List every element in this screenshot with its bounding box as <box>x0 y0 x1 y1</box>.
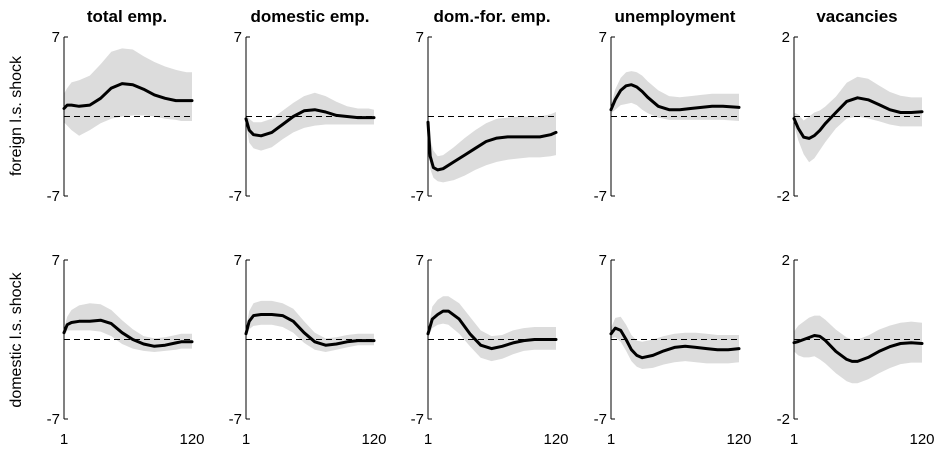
column-title-unemployment: unemployment <box>615 7 736 26</box>
panel-r1-c4-unemployment: 7 -7 <box>594 29 741 205</box>
panel-r1-c1-total-emp: 7 -7 <box>47 29 194 205</box>
row-title-domestic-ls-shock: domestic l.s. shock <box>8 271 25 407</box>
panel-r2-c5-domestic-l-s-shock: 2 -21 120 <box>777 252 935 448</box>
panel-r1-c1-response-line <box>62 82 194 110</box>
panel-r2-c5-x-tick-label-start: 1 <box>790 431 798 448</box>
panel-r2-c5-x-tick-label-end: 120 <box>909 431 934 448</box>
panel-r2-c1-domestic-l-s-shock: 7 -71 120 <box>47 252 205 448</box>
panel-r2-c2-x-tick-label-start: 1 <box>242 431 250 448</box>
panel-r1-c5-y-tick-label-top: 2 <box>782 29 790 46</box>
panel-r2-c4-response-line <box>609 326 741 360</box>
panel-r1-c2-y-tick-label-top: 7 <box>234 29 242 46</box>
panel-r1-c4-y-tick-label-bottom: -7 <box>594 188 607 205</box>
panel-r1-c3-y-tick-label-bottom: -7 <box>411 188 424 205</box>
panel-r1-c1-y-tick-label-bottom: -7 <box>47 188 60 205</box>
panel-r2-c3-y-tick-label-top: 7 <box>416 252 424 269</box>
panel-r1-c5-response-line <box>792 96 924 140</box>
panel-r2-c1-x-tick-label-start: 1 <box>60 431 68 448</box>
row-titles: foreign l.s. shock domestic l.s. shock <box>8 55 25 408</box>
panel-r1-c3-response-line <box>426 120 558 172</box>
panel-r2-c5-y-tick-label-bottom: -2 <box>777 411 790 428</box>
panel-r1-c3-dom-for-emp: 7 -7 <box>411 29 558 205</box>
column-title-total-emp: total emp. <box>87 7 167 26</box>
panel-r2-c1-y-tick-label-top: 7 <box>52 252 60 269</box>
panel-r2-c2-y-tick-label-top: 7 <box>234 252 242 269</box>
panel-r2-c5-response-line <box>792 334 924 363</box>
column-title-dom-for-emp: dom.-for. emp. <box>433 7 550 26</box>
panel-r2-c3-response-line <box>426 309 558 351</box>
panel-r2-c3-y-tick-label-bottom: -7 <box>411 411 424 428</box>
column-titles: total emp. domestic emp. dom.-for. emp. … <box>87 7 898 26</box>
panel-r1-c3-y-tick-label-top: 7 <box>416 29 424 46</box>
panel-r2-c1-x-tick-label-end: 120 <box>179 431 204 448</box>
row-title-foreign-ls-shock: foreign l.s. shock <box>8 55 25 176</box>
panel-r1-c4-confidence-band <box>611 71 739 121</box>
panel-r2-c1-y-tick-label-bottom: -7 <box>47 411 60 428</box>
column-title-vacancies: vacancies <box>816 7 897 26</box>
panel-r2-c3-x-tick-label-end: 120 <box>543 431 568 448</box>
panel-r2-c3-x-tick-label-start: 1 <box>424 431 432 448</box>
panel-r1-c5-y-tick-label-bottom: -2 <box>777 188 790 205</box>
panel-r2-c5-confidence-band <box>794 315 922 384</box>
panel-r2-c4-confidence-band <box>611 316 739 369</box>
panel-r2-c2-domestic-l-s-shock: 7 -71 120 <box>229 252 387 448</box>
panel-r1-c4-y-tick-label-top: 7 <box>599 29 607 46</box>
panel-r1-c1-y-tick-label-top: 7 <box>52 29 60 46</box>
panel-r2-c2-response-line <box>244 313 376 347</box>
panel-r1-c5-vacancies: 2 -2 <box>777 29 924 205</box>
panel-r2-c2-confidence-band <box>246 300 374 352</box>
panel-r1-c5-confidence-band <box>794 76 922 163</box>
panel-r2-c5-y-tick-label-top: 2 <box>782 252 790 269</box>
panel-r2-c3-domestic-l-s-shock: 7 -71 120 <box>411 252 569 448</box>
panel-r2-c2-y-tick-label-bottom: -7 <box>229 411 242 428</box>
panel-r1-c2-response-line <box>244 108 376 138</box>
column-title-domestic-emp: domestic emp. <box>250 7 369 26</box>
panel-r2-c3-confidence-band <box>428 296 556 362</box>
panel-r2-c4-x-tick-label-end: 120 <box>726 431 751 448</box>
panel-r2-c4-domestic-l-s-shock: 7 -71 120 <box>594 252 752 448</box>
panel-r2-c1-response-line <box>62 318 194 348</box>
panel-r1-c1-confidence-band <box>64 48 192 136</box>
panel-r2-c4-y-tick-label-top: 7 <box>599 252 607 269</box>
panel-r2-c4-x-tick-label-start: 1 <box>607 431 615 448</box>
panel-r1-c2-domestic-emp: 7 -7 <box>229 29 376 205</box>
panel-r1-c3-confidence-band <box>428 112 556 183</box>
panel-r1-c2-y-tick-label-bottom: -7 <box>229 188 242 205</box>
panel-r1-c4-response-line <box>609 83 741 112</box>
panel-r2-c4-y-tick-label-bottom: -7 <box>594 411 607 428</box>
panel-r1-c2-confidence-band <box>246 92 374 151</box>
panel-r2-c2-x-tick-label-end: 120 <box>361 431 386 448</box>
